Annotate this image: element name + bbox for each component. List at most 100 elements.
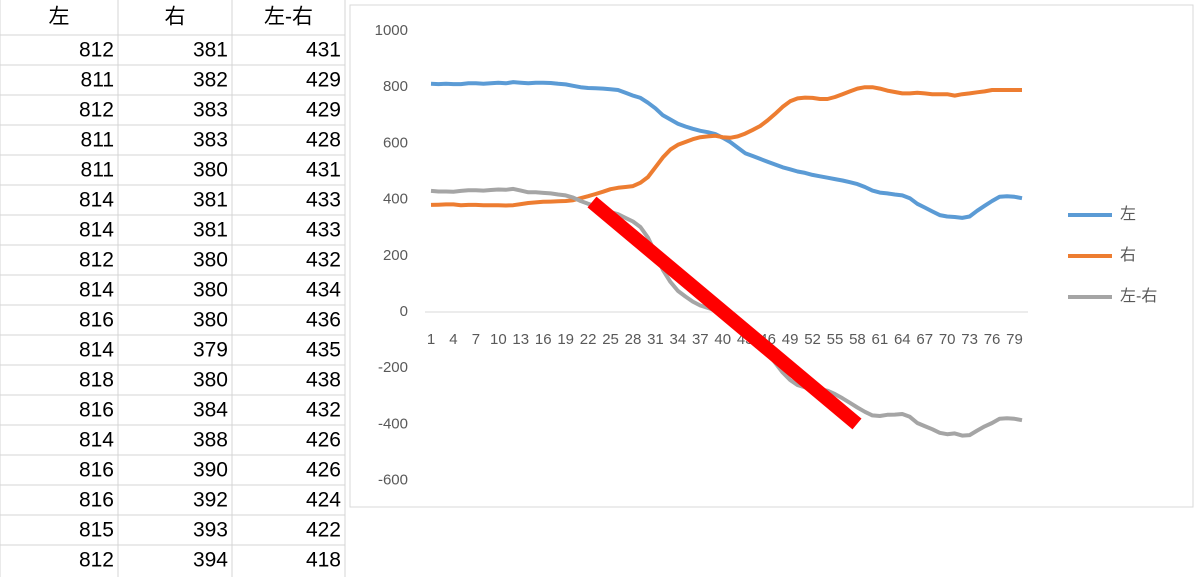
x-tick-label: 22: [580, 331, 597, 348]
cell: 432: [306, 399, 341, 422]
cell: 812: [79, 99, 114, 122]
cell: 388: [193, 429, 228, 452]
x-tick-label: 13: [512, 331, 529, 348]
x-tick-label: 64: [894, 331, 911, 348]
legend-label: 左-右: [1120, 287, 1157, 305]
y-tick-label: -400: [378, 415, 408, 432]
x-tick-label: 37: [692, 331, 709, 348]
cell: 814: [79, 429, 114, 452]
cell: 390: [193, 459, 228, 482]
y-tick-label: 600: [383, 134, 408, 151]
cell: 426: [306, 429, 341, 452]
legend-label: 左: [1120, 205, 1136, 223]
cell: 433: [306, 189, 341, 212]
cell: 814: [79, 279, 114, 302]
y-tick-label: 1000: [375, 22, 408, 39]
x-tick-label: 10: [490, 331, 507, 348]
cell: 418: [306, 549, 341, 572]
cell: 393: [193, 519, 228, 542]
cell: 381: [193, 219, 228, 242]
chart-area: [349, 4, 1194, 508]
x-tick-label: 1: [427, 331, 435, 348]
cell: 811: [81, 69, 114, 92]
cell: 811: [81, 159, 114, 182]
x-tick-label: 40: [714, 331, 731, 348]
cell: 429: [306, 99, 341, 122]
y-tick-label: -600: [378, 472, 408, 489]
cell: 380: [193, 159, 228, 182]
y-tick-label: -200: [378, 359, 408, 376]
cell: 433: [306, 219, 341, 242]
x-tick-label: 49: [782, 331, 799, 348]
cell: 384: [193, 399, 228, 422]
x-tick-label: 61: [872, 331, 889, 348]
series-line: [430, 85, 1022, 208]
cell: 383: [193, 129, 228, 152]
cell: 379: [193, 339, 228, 362]
x-tick-label: 34: [670, 331, 687, 348]
cell: 380: [193, 309, 228, 332]
annotation-line: [587, 196, 862, 430]
x-tick-label: 16: [535, 331, 552, 348]
x-tick-label: 31: [647, 331, 664, 348]
cell: 381: [193, 39, 228, 62]
cell: 438: [306, 369, 341, 392]
cell: 394: [193, 549, 228, 572]
series-line: [430, 80, 1023, 220]
x-tick-label: 4: [449, 331, 457, 348]
x-tick-label: 55: [827, 331, 844, 348]
cell: 422: [306, 519, 341, 542]
y-tick-label: 0: [400, 303, 408, 320]
y-tick-label: 200: [383, 247, 408, 264]
legend-label: 右: [1120, 246, 1136, 264]
cell: 392: [193, 489, 228, 512]
cell: 428: [306, 129, 341, 152]
cell: 816: [79, 489, 114, 512]
cell: 815: [79, 519, 114, 542]
cell: 436: [306, 309, 341, 332]
x-tick-label: 25: [602, 331, 619, 348]
cell: 812: [79, 249, 114, 272]
cell: 812: [79, 39, 114, 62]
cell: 811: [81, 129, 114, 152]
cell: 814: [79, 189, 114, 212]
cell: 435: [306, 339, 341, 362]
x-tick-label: 70: [939, 331, 956, 348]
cell: 426: [306, 459, 341, 482]
x-tick-label: 52: [804, 331, 821, 348]
cell: 434: [306, 279, 341, 302]
x-tick-label: 67: [916, 331, 933, 348]
cell: 814: [79, 219, 114, 242]
cell: 424: [306, 489, 341, 512]
cell: 816: [79, 459, 114, 482]
cell: 816: [79, 399, 114, 422]
y-tick-label: 800: [383, 78, 408, 95]
x-tick-label: 58: [849, 331, 866, 348]
column-header: 右: [165, 6, 186, 29]
x-tick-label: 7: [472, 331, 480, 348]
x-tick-label: 28: [625, 331, 642, 348]
column-header: 左: [49, 6, 70, 29]
table: 左 右 左-右 812 381 431 811 382 429 812 383 429 811 383 42…: [0, 0, 346, 577]
cell: 383: [193, 99, 228, 122]
cell: 380: [193, 279, 228, 302]
chart: -600 -400 -200 0 200 400 600 800 1000 1 4 7 10 13 16 19…: [375, 22, 1158, 489]
cell: 381: [193, 189, 228, 212]
x-tick-label: 19: [557, 331, 574, 348]
cell: 432: [306, 249, 341, 272]
y-tick-label: 400: [383, 191, 408, 208]
x-tick-label: 76: [984, 331, 1001, 348]
cell: 429: [306, 69, 341, 92]
cell: 431: [306, 159, 341, 182]
cell: 816: [79, 309, 114, 332]
column-header: 左-右: [264, 6, 313, 29]
cell: 380: [193, 369, 228, 392]
cell: 812: [79, 549, 114, 572]
cell: 818: [79, 369, 114, 392]
x-tick-label: 79: [1006, 331, 1023, 348]
cell: 814: [79, 339, 114, 362]
cell: 380: [193, 249, 228, 272]
cell: 431: [306, 39, 341, 62]
cell: 382: [193, 69, 228, 92]
